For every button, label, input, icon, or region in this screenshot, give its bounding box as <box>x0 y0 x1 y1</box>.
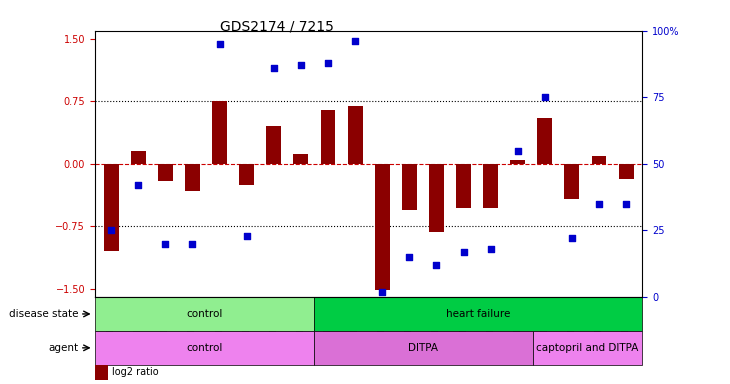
Point <box>377 289 388 295</box>
FancyBboxPatch shape <box>95 297 314 331</box>
Point <box>160 241 172 247</box>
Text: DITPA: DITPA <box>408 343 439 353</box>
Bar <box>239 164 254 185</box>
Bar <box>185 164 200 191</box>
Bar <box>591 156 607 164</box>
Point <box>512 147 523 154</box>
Bar <box>104 164 118 251</box>
Text: disease state: disease state <box>9 309 79 319</box>
Text: heart failure: heart failure <box>446 309 510 319</box>
Point <box>187 241 199 247</box>
Bar <box>456 164 471 208</box>
Bar <box>619 164 634 179</box>
Text: GDS2174 / 7215: GDS2174 / 7215 <box>220 19 334 33</box>
Bar <box>537 118 553 164</box>
FancyBboxPatch shape <box>533 331 642 365</box>
Point <box>295 62 307 68</box>
Point <box>620 201 632 207</box>
FancyBboxPatch shape <box>314 297 642 331</box>
Bar <box>131 151 146 164</box>
Text: control: control <box>186 343 223 353</box>
FancyBboxPatch shape <box>95 331 314 365</box>
Bar <box>483 164 498 208</box>
Text: control: control <box>186 309 223 319</box>
Point <box>539 94 550 100</box>
Point <box>431 262 442 268</box>
Point <box>241 233 253 239</box>
Point <box>566 235 577 242</box>
Bar <box>402 164 417 210</box>
Bar <box>212 101 227 164</box>
Point <box>458 249 469 255</box>
Bar <box>266 126 281 164</box>
Bar <box>347 106 363 164</box>
Text: captopril and DITPA: captopril and DITPA <box>537 343 639 353</box>
Text: agent: agent <box>48 343 79 353</box>
Bar <box>374 164 390 290</box>
Point <box>105 227 117 233</box>
Point <box>322 60 334 66</box>
Bar <box>158 164 173 180</box>
Text: log2 ratio: log2 ratio <box>112 367 159 377</box>
Bar <box>320 110 336 164</box>
Point <box>349 38 361 45</box>
Point <box>268 65 280 71</box>
Bar <box>564 164 580 199</box>
Point <box>132 182 144 188</box>
Point <box>485 246 496 252</box>
FancyBboxPatch shape <box>314 331 533 365</box>
Bar <box>293 154 308 164</box>
Bar <box>510 160 525 164</box>
Point <box>593 201 605 207</box>
Bar <box>429 164 444 232</box>
Point <box>214 41 226 47</box>
Point <box>404 254 415 260</box>
